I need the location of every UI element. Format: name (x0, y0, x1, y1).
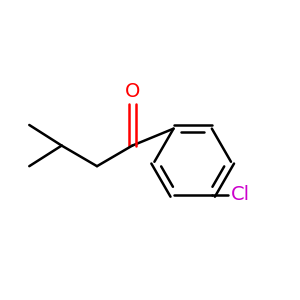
Text: O: O (124, 82, 140, 101)
Text: Cl: Cl (231, 185, 250, 204)
